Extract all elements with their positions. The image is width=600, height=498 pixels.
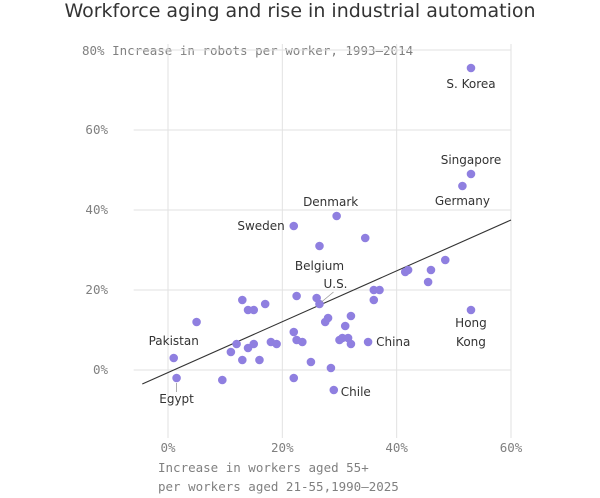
label-leaders [176,291,334,392]
data-point [346,339,356,349]
point-labels: S. Korea Singapore Germany Denmark Sweden Bel… [149,77,502,406]
data-point [423,277,433,287]
data-point [340,321,350,331]
data-point [192,317,201,327]
x-tick-label: 40% [385,440,408,455]
point-label-chile: Chile [341,385,371,399]
data-point [260,299,270,309]
data-points [169,63,476,395]
data-point [238,355,247,365]
trendline [142,219,512,385]
x-tick-label: 60% [500,440,523,455]
data-point [272,339,281,349]
data-point-germany [458,181,467,191]
grid [133,44,512,438]
x-axis-label: Increase in workers aged 55+ per workers … [158,458,399,496]
data-point [289,327,299,337]
data-point [306,357,316,367]
x-axis-label-line-1: Increase in workers aged 55+ [158,460,369,475]
x-tick-label: 0% [160,440,176,455]
y-tick-label: 20% [85,282,108,297]
data-point [289,373,299,383]
leader-line [321,291,334,303]
point-label-belgium: Belgium [295,259,344,273]
chart-title: Workforce aging and rise in industrial a… [64,0,536,22]
data-point [226,347,236,357]
y-tick-label: 0% [93,362,109,377]
x-tick-label: 20% [271,440,294,455]
data-point [255,355,264,365]
data-point [323,313,333,323]
data-point-egypt [172,373,181,383]
trendline-group [142,219,512,385]
data-point-china [363,337,373,347]
data-point [249,339,259,349]
y-tick-label: 40% [85,202,108,217]
point-label-u-s: U.S. [323,277,347,291]
data-point-chile [329,385,339,395]
point-label-china: China [376,335,410,349]
x-tick-labels: 0% 20% 40% 60% [160,440,522,455]
data-point-denmark [332,211,341,221]
y-tick-labels: 0% 20% 40% 60% [85,122,108,377]
data-point [292,291,301,301]
data-point [369,295,379,305]
data-point [326,363,336,373]
data-point [375,285,384,295]
data-point [346,311,356,321]
x-axis-label-line-2: per workers aged 21-55,1990–2025 [158,479,399,494]
y-tick-label-80: 80% [82,43,113,58]
data-point [312,293,321,303]
data-point [360,233,370,243]
data-point-s-korea [466,63,476,73]
point-label-singapore: Singapore [441,153,502,167]
data-point-belgium [315,241,324,251]
data-point-singapore [466,169,476,179]
point-label-sweden: Sweden [237,219,284,233]
y-tick-label: 60% [85,122,108,137]
point-label-egypt: Egypt [159,392,194,406]
point-label-denmark: Denmark [303,195,358,209]
data-point-pakistan [169,353,179,363]
data-point [298,337,307,347]
data-point [218,375,227,385]
point-label-germany: Germany [435,194,490,208]
data-point-sweden [289,221,299,231]
data-point [238,295,247,305]
data-point [426,265,436,275]
data-point [403,265,413,275]
point-label-s-korea: S. Korea [446,77,495,91]
point-label-hong-kong: Hong Kong [455,316,487,349]
data-point [249,305,259,315]
data-point-hong-kong [466,305,476,315]
data-point [440,255,450,265]
data-point [232,339,241,349]
point-label-pakistan: Pakistan [149,334,199,348]
